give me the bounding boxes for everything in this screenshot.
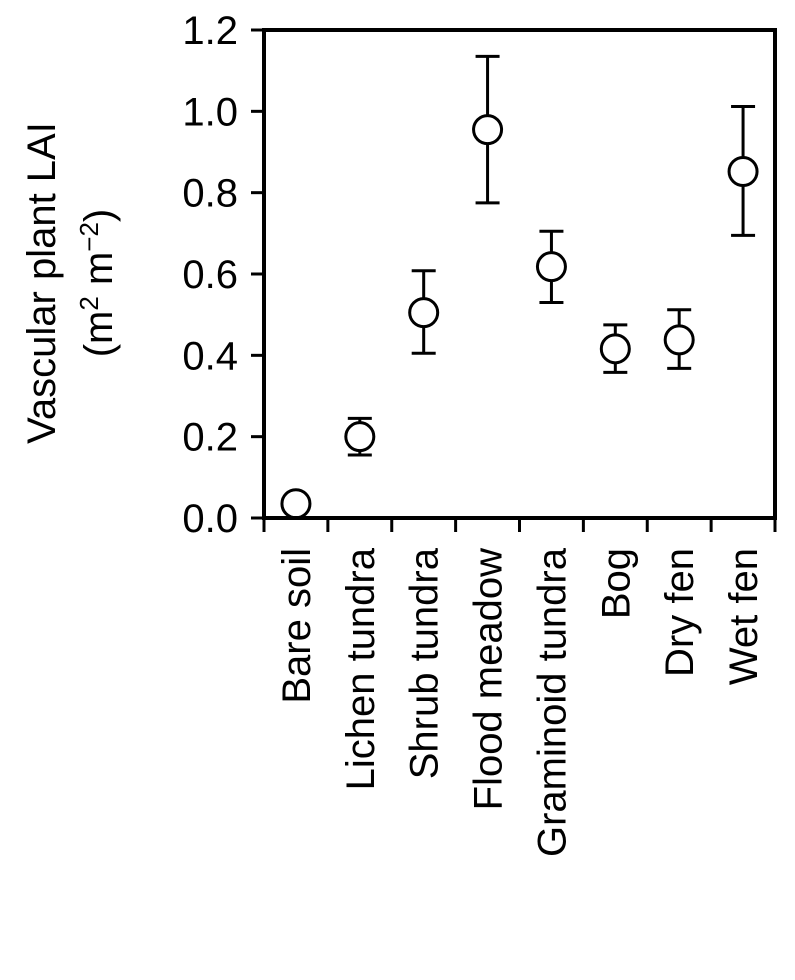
x-tick-label: Flood meadow [467,548,511,810]
x-tick-label: Shrub tundra [403,547,447,779]
y-axis-unit: (m2 m−2) [74,209,121,358]
y-tick-label: 0.8 [182,172,238,216]
y-axis-title-group: Vascular plant LAI (m2 m−2) [20,122,121,444]
x-tick-label: Bog [594,548,638,619]
y-tick-label: 0.0 [182,497,238,541]
data-point [280,488,312,520]
x-tick-label: Dry fen [658,548,702,677]
data-point [663,324,695,356]
x-tick-label: Graminoid tundra [530,547,574,857]
data-point [535,251,567,283]
y-tick-label: 1.2 [182,9,238,53]
x-tick-label: Bare soil [275,548,319,704]
x-tick-label: Lichen tundra [339,547,383,790]
y-axis-title: Vascular plant LAI [20,122,64,444]
y-tick-label: 0.4 [182,334,238,378]
y-tick-label: 1.0 [182,90,238,134]
y-tick-label: 0.2 [182,416,238,460]
data-point [599,333,631,365]
y-axis: 0.0 0.2 0.4 0.6 0.8 1.0 1.2 [182,9,264,541]
data-point [344,421,376,453]
y-tick-label: 0.6 [182,253,238,297]
data-point [408,297,440,329]
plot-frame [262,28,777,520]
plot-area [280,54,759,520]
x-tick-label: Wet fen [722,548,766,685]
x-axis: Bare soil Lichen tundra Shrub tundra Flood … [262,518,777,857]
data-point [727,156,759,188]
data-point [472,114,504,146]
